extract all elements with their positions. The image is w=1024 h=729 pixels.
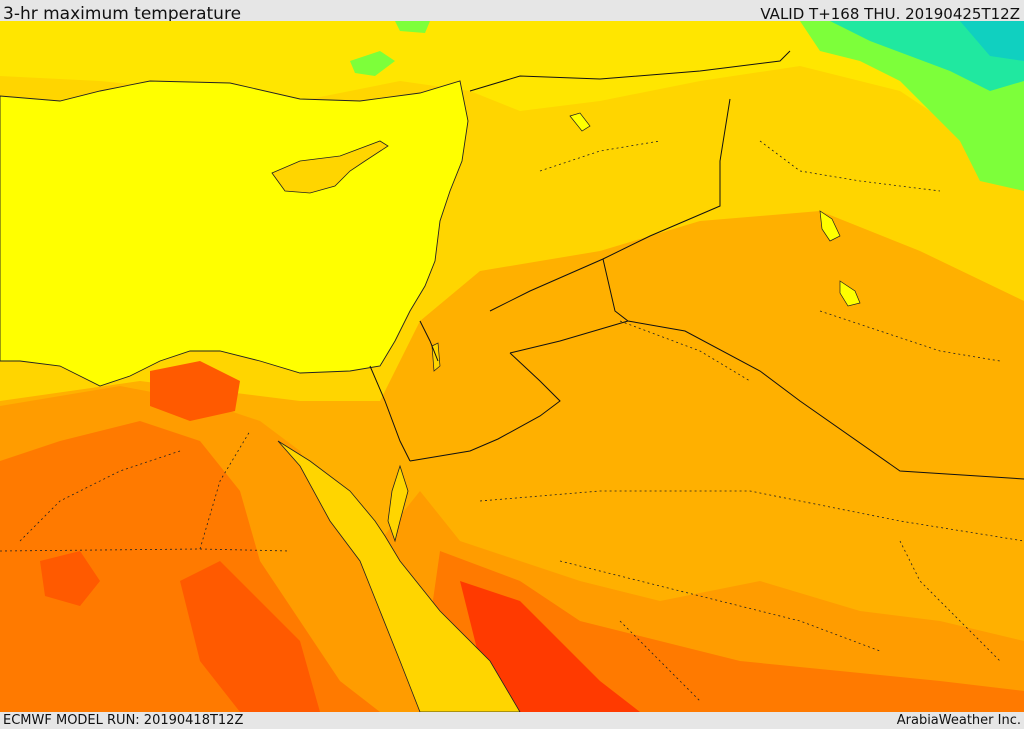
temp-zone-red-egypt-south bbox=[180, 561, 320, 712]
model-run-label: ECMWF MODEL RUN: 20190418T12Z bbox=[3, 713, 244, 728]
footer-bar: ECMWF MODEL RUN: 20190418T12Z ArabiaWeat… bbox=[0, 712, 1024, 729]
header-bar: 3-hr maximum temperature VALID T+168 THU… bbox=[0, 0, 1024, 24]
gulf-of-aqaba bbox=[387, 464, 409, 543]
temp-zone-green-north bbox=[350, 51, 395, 76]
temp-zone-green-north2 bbox=[395, 21, 430, 33]
temp-zone-red-orange-nile bbox=[150, 361, 240, 421]
credit-label: ArabiaWeather Inc. bbox=[896, 713, 1021, 728]
temp-zone-red-arabia bbox=[460, 581, 640, 712]
lake-tharthar bbox=[819, 210, 841, 242]
valid-time: VALID T+168 THU. 20190425T12Z bbox=[760, 5, 1020, 23]
province-lines bbox=[0, 140, 1024, 702]
cyprus bbox=[271, 140, 389, 194]
temp-zone-north-yellow bbox=[0, 21, 1024, 141]
temp-zone-teal-ne bbox=[960, 21, 1024, 61]
map-title: 3-hr maximum temperature bbox=[3, 4, 242, 24]
lake-assad bbox=[569, 112, 591, 132]
temperature-map bbox=[0, 21, 1024, 712]
red-sea bbox=[277, 440, 521, 712]
lake-razzaza bbox=[839, 280, 861, 307]
temp-zone-red-patch-west bbox=[40, 551, 100, 606]
country-borders bbox=[369, 50, 1024, 480]
